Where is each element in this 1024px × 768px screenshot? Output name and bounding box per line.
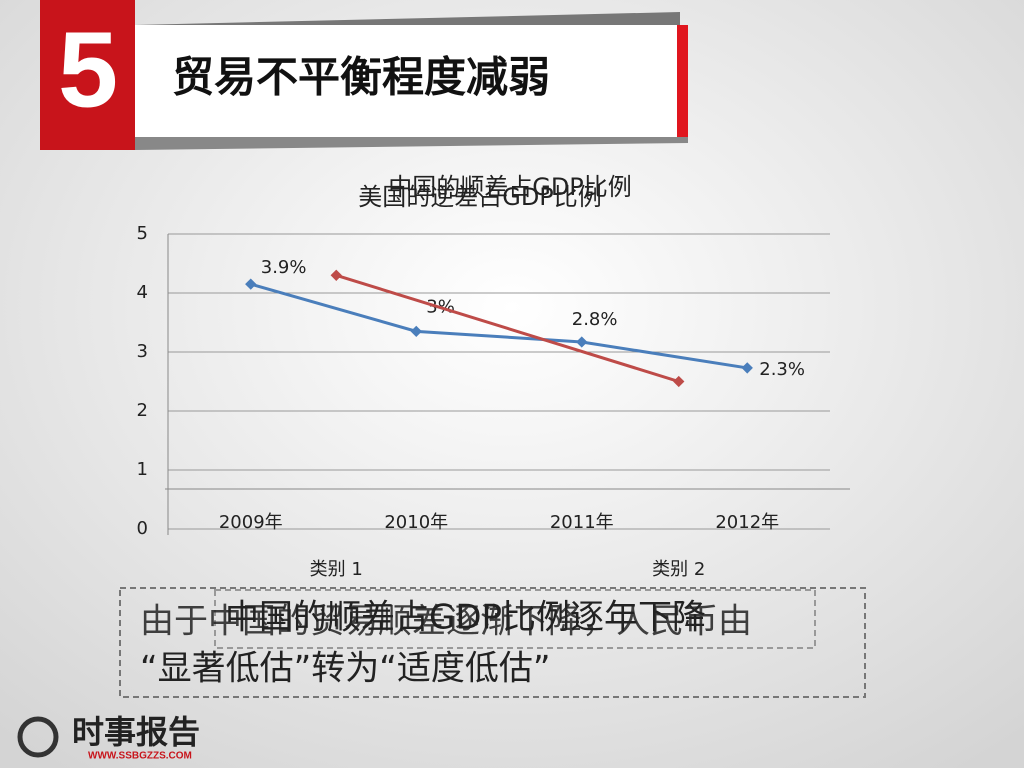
point xyxy=(330,269,342,281)
point xyxy=(245,278,257,290)
x-tick-label: 类别 2 xyxy=(652,559,705,580)
note-box xyxy=(119,587,866,698)
charts: 美国的逆差占GDP比例 0 1 2 3 4 5 2009年 2010年 2011年 2012年 3.9… xyxy=(137,173,850,580)
y-tick-label: 3 xyxy=(137,341,148,362)
note-line: 由于中国的贸易顺差逐渐下降，人民币由 xyxy=(140,602,752,642)
point xyxy=(673,375,685,388)
x-tick-label: 2010年 xyxy=(384,512,448,533)
point xyxy=(410,325,422,338)
y-tick-label: 1 xyxy=(137,459,148,480)
chart-title: 美国的逆差占GDP比例 xyxy=(358,183,602,211)
number-block xyxy=(40,0,135,150)
point xyxy=(741,362,753,374)
logo-icon xyxy=(17,716,59,758)
x-tick-label: 2011年 xyxy=(550,512,614,533)
note-top: 中国的顺差占GDP比例逐年下降 xyxy=(225,598,706,638)
banner-edge xyxy=(677,25,688,137)
slide-number: 5 xyxy=(58,9,118,130)
y-tick-label: 0 xyxy=(137,518,148,539)
slide-title: 贸易不平衡程度减弱 xyxy=(172,53,550,102)
y-tick-label: 5 xyxy=(137,223,148,244)
logo-text: 时事报告 xyxy=(72,713,200,751)
logo-url: WWW.SSBGZZS.COM xyxy=(88,751,192,762)
data-label: 3.9% xyxy=(261,257,307,278)
chart-title: 中国的顺差占GDP比例 xyxy=(388,173,632,201)
series-line xyxy=(335,273,680,383)
x-tick-label: 类别 1 xyxy=(310,559,363,580)
x-tick-label: 2009年 xyxy=(219,512,283,533)
banner-shadow-bottom xyxy=(135,137,688,150)
note-box-inner xyxy=(214,589,816,649)
title-banner xyxy=(135,25,680,137)
data-label: 2.8% xyxy=(572,309,618,330)
x-tick-label: 2012年 xyxy=(715,512,779,533)
point xyxy=(576,336,588,348)
y-tick-label: 2 xyxy=(137,400,148,421)
series-line xyxy=(250,282,748,370)
note-line: “显著低估”转为“适度低估” xyxy=(140,649,550,689)
data-label: 2.3% xyxy=(759,359,805,380)
y-tick-label: 4 xyxy=(137,282,148,303)
